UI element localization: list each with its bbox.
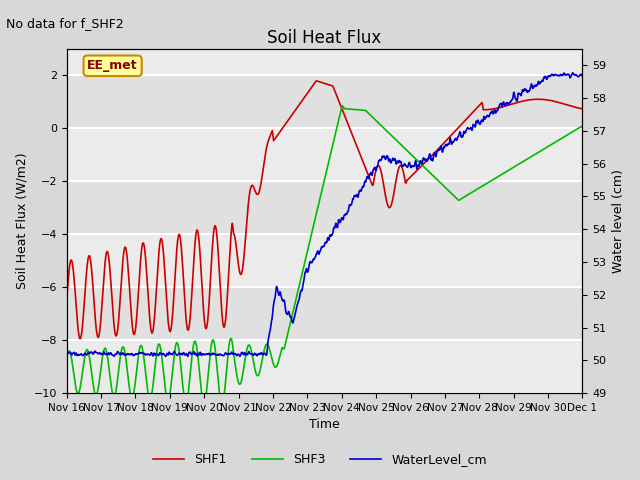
- WaterLevel_cm: [564, 72, 572, 77]
- WaterLevel_cm: [300, 276, 308, 282]
- SHF1: [313, 78, 321, 84]
- SHF1: [564, 102, 572, 108]
- SHF3: [89, 381, 97, 386]
- SHF1: [90, 288, 97, 293]
- SHF3: [579, 124, 586, 130]
- SHF1: [579, 106, 586, 112]
- WaterLevel_cm: [184, 354, 191, 360]
- Bar: [67, 340, 582, 393]
- Text: EE_met: EE_met: [87, 60, 138, 72]
- Line: SHF3: SHF3: [67, 106, 582, 405]
- Bar: [67, 181, 582, 234]
- Title: Soil Heat Flux: Soil Heat Flux: [268, 29, 381, 48]
- WaterLevel_cm: [569, 70, 577, 76]
- SHF3: [218, 402, 226, 408]
- Bar: [67, 287, 582, 340]
- WaterLevel_cm: [89, 351, 97, 357]
- SHF1: [300, 95, 308, 101]
- SHF3: [564, 132, 572, 137]
- SHF3: [339, 103, 346, 109]
- SHF1: [314, 78, 322, 84]
- Line: SHF1: SHF1: [67, 81, 582, 339]
- Bar: [67, 128, 582, 181]
- WaterLevel_cm: [579, 73, 586, 79]
- SHF1: [470, 109, 477, 115]
- Bar: [67, 75, 582, 128]
- Line: WaterLevel_cm: WaterLevel_cm: [67, 73, 582, 357]
- SHF3: [314, 205, 321, 211]
- SHF3: [63, 352, 70, 358]
- Text: No data for f_SHF2: No data for f_SHF2: [6, 17, 124, 30]
- X-axis label: Time: Time: [309, 419, 340, 432]
- WaterLevel_cm: [314, 248, 321, 254]
- SHF1: [564, 102, 572, 108]
- SHF3: [300, 263, 308, 268]
- Legend: SHF1, SHF3, WaterLevel_cm: SHF1, SHF3, WaterLevel_cm: [148, 448, 492, 471]
- WaterLevel_cm: [564, 72, 572, 77]
- Y-axis label: Water level (cm): Water level (cm): [612, 169, 625, 273]
- SHF1: [76, 336, 84, 342]
- SHF3: [470, 189, 477, 194]
- WaterLevel_cm: [469, 122, 477, 128]
- SHF3: [564, 132, 572, 138]
- Bar: [67, 234, 582, 287]
- Y-axis label: Soil Heat Flux (W/m2): Soil Heat Flux (W/m2): [15, 153, 28, 289]
- WaterLevel_cm: [63, 349, 70, 355]
- SHF1: [63, 295, 70, 300]
